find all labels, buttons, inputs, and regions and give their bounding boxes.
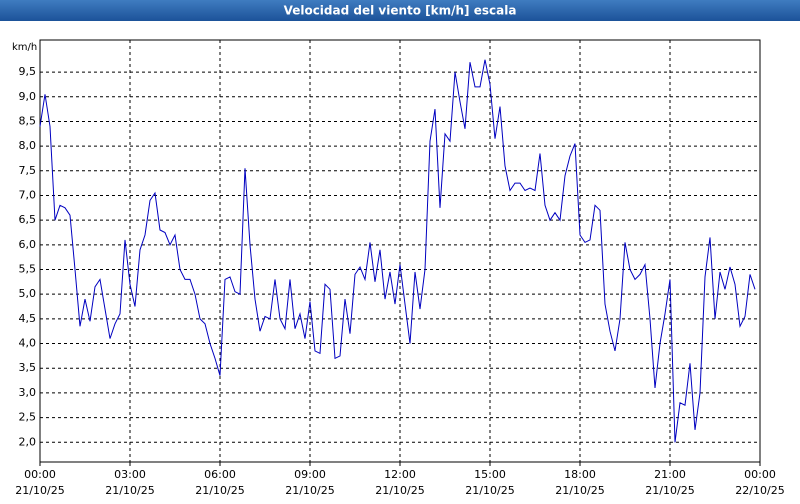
x-tick-label: 06:00: [204, 468, 236, 481]
x-tick-label: 21/10/25: [465, 484, 514, 497]
y-tick-label: 3,0: [19, 386, 37, 399]
y-tick-label: 7,5: [19, 164, 37, 177]
x-tick-label: 21/10/25: [105, 484, 154, 497]
x-tick-label: 18:00: [564, 468, 596, 481]
title-bar: [0, 0, 800, 21]
x-tick-label: 09:00: [294, 468, 326, 481]
y-axis-label: km/h: [12, 42, 37, 53]
y-tick-label: 2,5: [19, 411, 37, 424]
x-tick-label: 15:00: [474, 468, 506, 481]
y-tick-label: 4,5: [19, 312, 37, 325]
x-tick-label: 12:00: [384, 468, 416, 481]
y-tick-label: 8,5: [19, 114, 37, 127]
x-tick-label: 21/10/25: [645, 484, 694, 497]
y-tick-label: 3,5: [19, 361, 37, 374]
y-tick-label: 5,5: [19, 263, 37, 276]
y-tick-label: 8,0: [19, 139, 37, 152]
data-line: [39, 59, 756, 443]
x-tick-label: 21:00: [654, 468, 686, 481]
x-tick-label: 21/10/25: [555, 484, 604, 497]
y-tick-label: 5,0: [19, 287, 37, 300]
x-tick-label: 21/10/25: [375, 484, 424, 497]
y-tick-label: 6,5: [19, 213, 37, 226]
y-tick-label: 9,5: [19, 65, 37, 78]
x-tick-label: 22/10/25: [735, 484, 784, 497]
x-tick-label: 21/10/25: [195, 484, 244, 497]
chart-title: Velocidad del viento [km/h] escala: [284, 4, 517, 18]
x-tick-label: 03:00: [114, 468, 146, 481]
x-tick-label: 21/10/25: [285, 484, 334, 497]
plot-frame: [39, 39, 761, 463]
x-tick-label: 21/10/25: [15, 484, 64, 497]
y-tick-label: 4,0: [19, 337, 37, 350]
x-tick-label: 00:00: [744, 468, 776, 481]
y-tick-label: 2,0: [19, 435, 37, 448]
y-tick-label: 9,0: [19, 90, 37, 103]
y-tick-label: 6,0: [19, 238, 37, 251]
y-tick-label: 7,0: [19, 188, 37, 201]
x-tick-label: 00:00: [24, 468, 56, 481]
